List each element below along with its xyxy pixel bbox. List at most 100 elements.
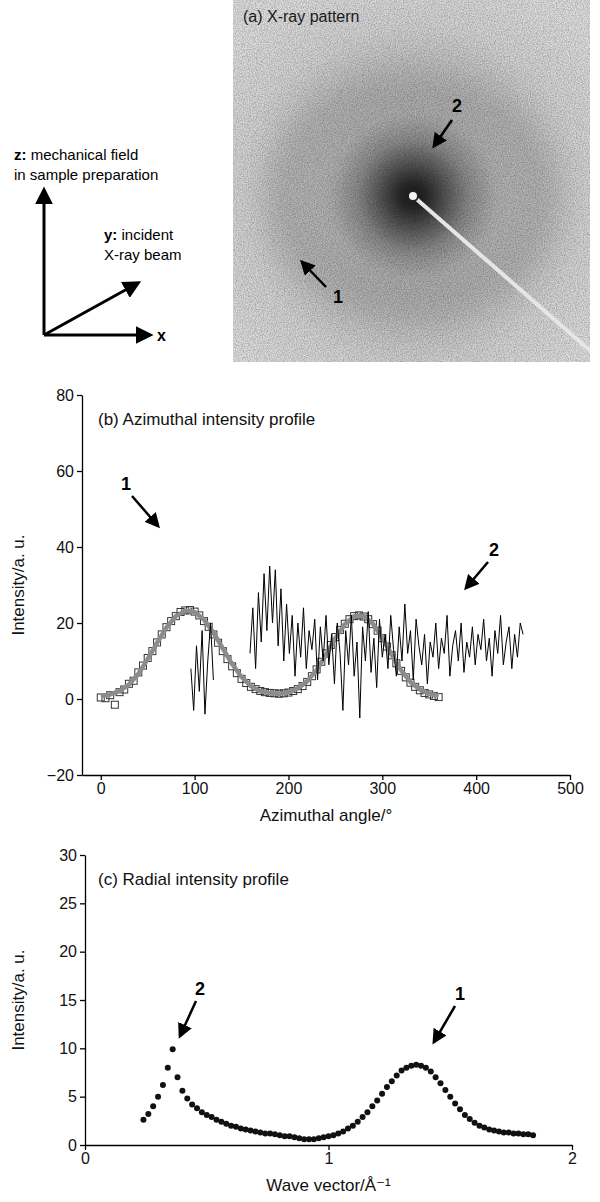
- figure: (a) X-ray pattern12z: mechanical fieldin…: [0, 0, 600, 1202]
- y-tick-mark: [80, 1097, 85, 1098]
- y-tick-mark: [80, 1048, 85, 1049]
- annotation-arrow: [302, 262, 326, 287]
- y-tick-mark: [77, 775, 82, 776]
- y-tick: 30: [59, 847, 85, 864]
- annotation: 1: [455, 984, 465, 1004]
- x-tick-mark: [288, 775, 289, 780]
- y-tick-mark: [80, 903, 85, 904]
- y-tick-label: 30: [59, 847, 77, 864]
- text-part: y:: [104, 226, 117, 243]
- panel-title: (c) Radial intensity profile: [98, 870, 289, 889]
- y-tick: 10: [59, 1040, 85, 1057]
- x-tick-mark: [382, 775, 383, 780]
- y-tick: 20: [56, 615, 82, 632]
- data-point: [467, 1116, 473, 1122]
- y-tick-label: 60: [56, 463, 74, 480]
- y-tick-mark: [77, 471, 82, 472]
- y-tick: 5: [68, 1088, 85, 1105]
- data-point: [194, 1105, 200, 1111]
- panel-title: (b) Azimuthal intensity profile: [98, 410, 315, 429]
- data-point: [442, 1087, 448, 1093]
- data-point: [189, 1101, 195, 1107]
- annotation-arrow: [180, 1001, 196, 1036]
- x-tick: 500: [557, 775, 584, 797]
- y-axis-title: Intensity/a. u.: [9, 949, 28, 1050]
- y-tick: 80: [56, 387, 82, 404]
- data-point: [530, 1132, 536, 1138]
- y-tick-label: 10: [59, 1040, 77, 1057]
- y-tick-label: 25: [59, 895, 77, 912]
- x-axis-title: Azimuthal angle/°: [260, 806, 392, 825]
- x-tick-mark: [572, 1145, 573, 1150]
- y-tick: −20: [47, 767, 82, 784]
- x-tick: 300: [369, 775, 396, 797]
- data-point: [452, 1100, 458, 1106]
- y-tick-label: 5: [68, 1088, 77, 1105]
- y-axis-arrow: [44, 283, 138, 335]
- z-axis-arrow: [43, 190, 46, 335]
- panel-image: (a) X-ray pattern12z: mechanical fieldin…: [14, 0, 600, 368]
- data-point: [165, 1065, 171, 1071]
- y-tick-label: 20: [59, 943, 77, 960]
- x-tick-mark: [101, 775, 102, 780]
- data-point: [423, 1065, 429, 1071]
- x-tick: 100: [182, 775, 209, 797]
- y-tick-mark: [80, 1000, 85, 1001]
- data-point: [374, 1098, 380, 1104]
- x-axis-title: Wave vector/Å⁻¹: [266, 1176, 391, 1195]
- y-axis: 051015202530: [59, 847, 85, 1154]
- text-part: mechanical field: [27, 146, 139, 163]
- y-tick-mark: [80, 952, 85, 953]
- data-point: [111, 701, 118, 708]
- x-axis-line: [83, 775, 571, 776]
- data-point: [360, 1114, 366, 1120]
- y-tick: 40: [56, 539, 82, 556]
- data-point: [155, 1094, 161, 1100]
- y-axis-line: [82, 396, 83, 776]
- x-tick: 200: [276, 775, 303, 797]
- annotation: 1: [333, 287, 343, 307]
- y-tick-label: 20: [56, 615, 74, 632]
- x-tick-label: 2: [568, 1150, 577, 1167]
- annotation: 1: [121, 474, 131, 494]
- x-tick-label: 1: [325, 1150, 334, 1167]
- data-line: [101, 611, 439, 696]
- beam-center: [408, 191, 418, 201]
- data-point: [447, 1094, 453, 1100]
- x-tick: 0: [81, 1145, 90, 1167]
- annotation: x: [157, 327, 166, 344]
- y-tick-label: 0: [65, 691, 74, 708]
- data-point: [433, 1074, 439, 1080]
- data-point: [170, 1046, 176, 1052]
- panel-plot: 012051015202530(c) Radial intensity prof…: [9, 847, 577, 1195]
- annotation: y: incident: [104, 226, 174, 243]
- annotation-arrow: [466, 562, 488, 588]
- data-point: [145, 1111, 151, 1117]
- x-tick-mark: [570, 775, 571, 780]
- data-point: [379, 1091, 385, 1097]
- y-tick-mark: [77, 623, 82, 624]
- annotation-arrow: [434, 1006, 455, 1042]
- annotation: X-ray beam: [104, 246, 182, 263]
- y-tick: 60: [56, 463, 82, 480]
- y-tick-label: 40: [56, 539, 74, 556]
- x-tick-label: 400: [463, 780, 490, 797]
- y-tick-mark: [77, 547, 82, 548]
- y-axis-title: Intensity/a. u.: [9, 534, 28, 635]
- plot-area: [97, 566, 523, 718]
- data-point: [394, 1072, 400, 1078]
- x-tick: 1: [325, 1145, 334, 1167]
- panel-title: (a) X-ray pattern: [243, 8, 359, 25]
- data-point: [160, 1082, 166, 1088]
- x-tick-label: 100: [182, 780, 209, 797]
- y-tick-mark: [80, 1145, 85, 1146]
- x-tick-label: 300: [369, 780, 396, 797]
- data-point: [184, 1096, 190, 1102]
- annotation-arrow: [434, 120, 452, 146]
- data-point: [350, 1123, 356, 1129]
- data-point: [369, 1103, 375, 1109]
- x-axis-arrow: [44, 334, 150, 337]
- beam-stop: [413, 196, 590, 362]
- y-axis-line: [85, 856, 86, 1146]
- x-tick: 2: [568, 1145, 577, 1167]
